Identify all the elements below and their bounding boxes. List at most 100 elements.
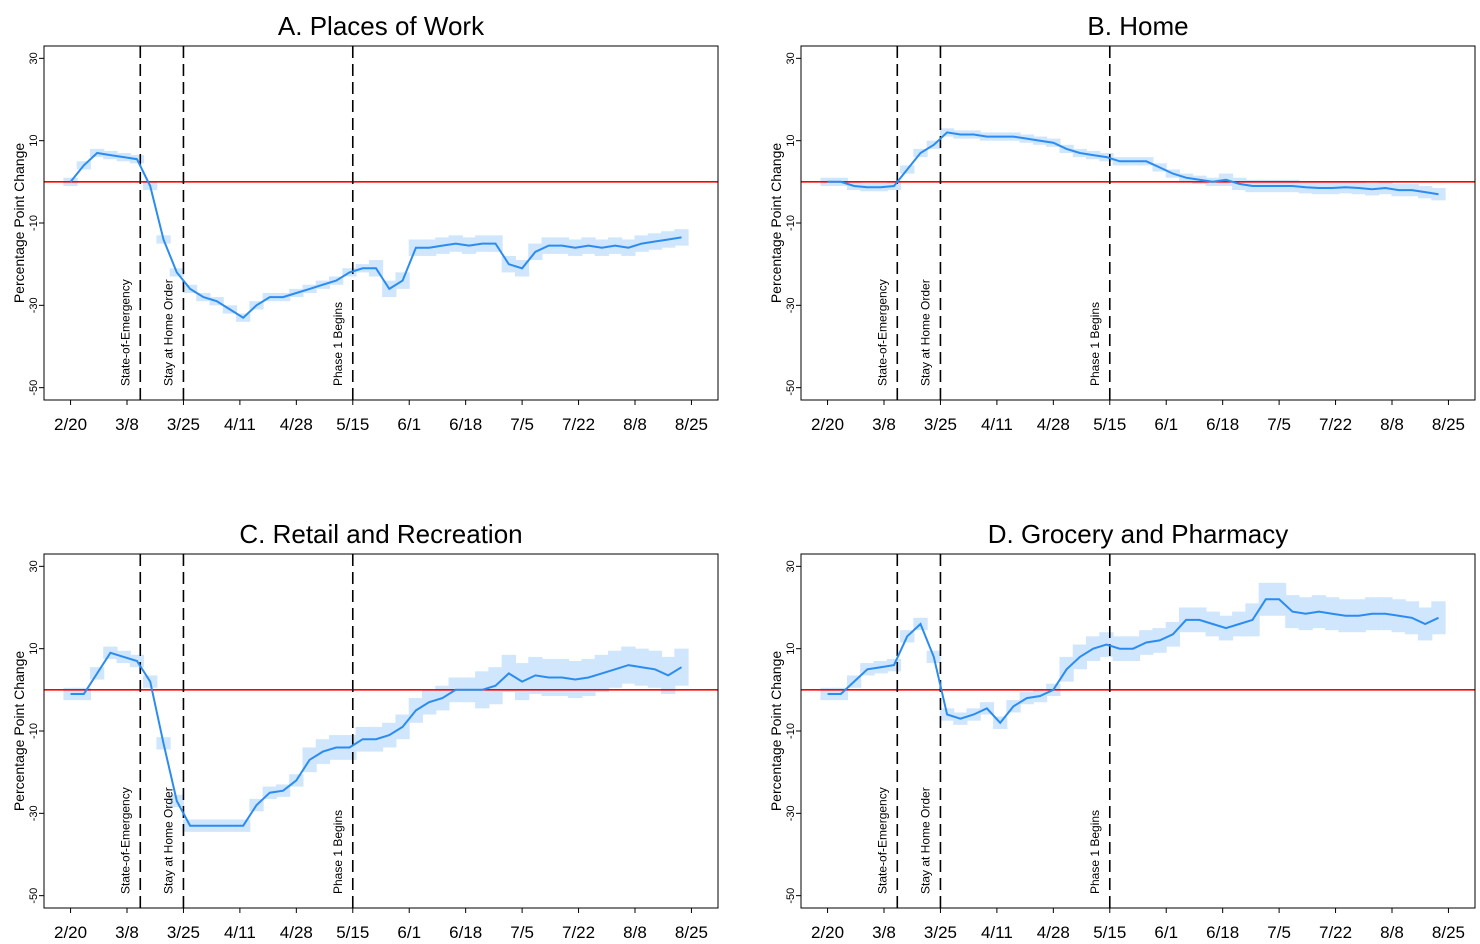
- y-tick-label: 10: [28, 643, 40, 655]
- y-tick-label: -10: [785, 723, 797, 739]
- x-tick-label: 7/22: [1319, 415, 1352, 434]
- x-tick-label: 4/11: [224, 415, 256, 434]
- y-tick-label: 30: [785, 52, 797, 64]
- y-tick-label: -50: [28, 380, 40, 396]
- x-tick-label: 3/25: [167, 415, 200, 434]
- estimate-line: [69, 151, 682, 319]
- event-label: Stay at Home Order: [918, 279, 932, 386]
- x-tick-label: 7/5: [510, 415, 534, 434]
- x-tick-label: 6/1: [1154, 415, 1178, 434]
- panel-title: D. Grocery and Pharmacy: [988, 519, 1289, 549]
- x-tick-label: 6/1: [397, 415, 421, 434]
- y-tick-label: -10: [785, 215, 797, 231]
- x-tick-label: 2/20: [811, 415, 844, 434]
- x-tick-label: 4/11: [224, 923, 256, 942]
- x-tick-label: 8/25: [1432, 415, 1465, 434]
- panel-title: B. Home: [1087, 11, 1188, 41]
- y-tick-label: 10: [785, 135, 797, 147]
- x-tick-label: 7/22: [1319, 923, 1352, 942]
- y-tick-label: -30: [28, 297, 40, 313]
- y-axis-label: Percentage Point Change: [11, 651, 27, 812]
- x-tick-label: 4/28: [280, 923, 313, 942]
- x-tick-label: 3/8: [115, 415, 139, 434]
- x-tick-label: 7/5: [510, 923, 534, 942]
- estimate-line: [70, 651, 683, 827]
- y-tick-label: -50: [785, 888, 797, 904]
- y-tick-label: -30: [785, 297, 797, 313]
- x-tick-label: 3/25: [167, 923, 200, 942]
- y-tick-label: -50: [785, 380, 797, 396]
- event-label: State-of-Emergency: [875, 787, 889, 894]
- y-tick-label: -10: [28, 215, 40, 231]
- event-label: Stay at Home Order: [161, 787, 175, 894]
- x-tick-label: 4/28: [1037, 923, 1070, 942]
- y-tick-label: 30: [28, 560, 40, 572]
- x-tick-label: 8/25: [675, 415, 708, 434]
- y-tick-label: -50: [28, 888, 40, 904]
- x-tick-label: 8/8: [623, 923, 647, 942]
- event-label: Phase 1 Begins: [331, 302, 345, 386]
- x-tick-label: 8/8: [1380, 415, 1404, 434]
- y-tick-label: 10: [28, 135, 40, 147]
- x-tick-label: 6/1: [397, 923, 421, 942]
- x-tick-label: 4/28: [1037, 415, 1070, 434]
- x-tick-label: 4/11: [981, 923, 1013, 942]
- event-label: Phase 1 Begins: [331, 810, 345, 894]
- event-label: Phase 1 Begins: [1088, 810, 1102, 894]
- x-tick-label: 7/5: [1267, 415, 1291, 434]
- event-label: Stay at Home Order: [918, 787, 932, 894]
- y-tick-label: 10: [785, 643, 797, 655]
- x-tick-label: 6/18: [449, 923, 482, 942]
- confidence-band: [63, 687, 78, 701]
- event-label: State-of-Emergency: [118, 279, 132, 386]
- x-tick-label: 7/22: [562, 923, 595, 942]
- x-tick-label: 6/18: [449, 415, 482, 434]
- x-tick-label: 3/25: [924, 415, 957, 434]
- x-tick-label: 4/28: [280, 415, 313, 434]
- y-tick-label: 30: [28, 52, 40, 64]
- event-label: State-of-Emergency: [875, 279, 889, 386]
- x-tick-label: 5/15: [1093, 415, 1126, 434]
- panel: D. Grocery and Pharmacy Percentage Point …: [768, 519, 1476, 942]
- panel-title: A. Places of Work: [278, 11, 485, 41]
- x-tick-label: 3/8: [872, 923, 896, 942]
- x-tick-label: 6/18: [1206, 415, 1239, 434]
- y-tick-label: -30: [785, 805, 797, 821]
- estimate-line: [827, 598, 1439, 725]
- x-tick-label: 3/8: [115, 923, 139, 942]
- confidence-band: [820, 687, 835, 701]
- x-tick-label: 4/11: [981, 415, 1013, 434]
- y-axis-label: Percentage Point Change: [768, 651, 784, 812]
- x-tick-label: 2/20: [54, 415, 87, 434]
- x-tick-label: 6/18: [1206, 923, 1239, 942]
- x-tick-label: 7/22: [562, 415, 595, 434]
- x-tick-label: 8/25: [1432, 923, 1465, 942]
- estimate-line: [827, 131, 1439, 196]
- plot-frame: [800, 553, 1476, 909]
- x-tick-label: 6/1: [1154, 923, 1178, 942]
- x-tick-label: 5/15: [336, 923, 369, 942]
- x-tick-label: 2/20: [54, 923, 87, 942]
- x-tick-label: 3/8: [872, 415, 896, 434]
- x-tick-label: 8/8: [1380, 923, 1404, 942]
- event-label: Stay at Home Order: [161, 279, 175, 386]
- x-tick-label: 8/8: [623, 415, 647, 434]
- event-label: Phase 1 Begins: [1088, 302, 1102, 386]
- plot-frame: [43, 45, 719, 401]
- y-tick-label: -10: [28, 723, 40, 739]
- plot-frame: [800, 45, 1476, 401]
- y-tick-label: -30: [28, 805, 40, 821]
- panel: B. Home Percentage Point Change 30 10 -10 -30…: [768, 11, 1476, 434]
- plot-frame: [43, 553, 719, 909]
- x-tick-label: 5/15: [336, 415, 369, 434]
- x-tick-label: 2/20: [811, 923, 844, 942]
- event-label: State-of-Emergency: [118, 787, 132, 894]
- x-tick-label: 8/25: [675, 923, 708, 942]
- y-axis-label: Percentage Point Change: [11, 143, 27, 304]
- y-axis-label: Percentage Point Change: [768, 143, 784, 304]
- x-tick-label: 7/5: [1267, 923, 1291, 942]
- panel: A. Places of Work Percentage Point Change…: [11, 11, 719, 434]
- panel-title: C. Retail and Recreation: [239, 519, 522, 549]
